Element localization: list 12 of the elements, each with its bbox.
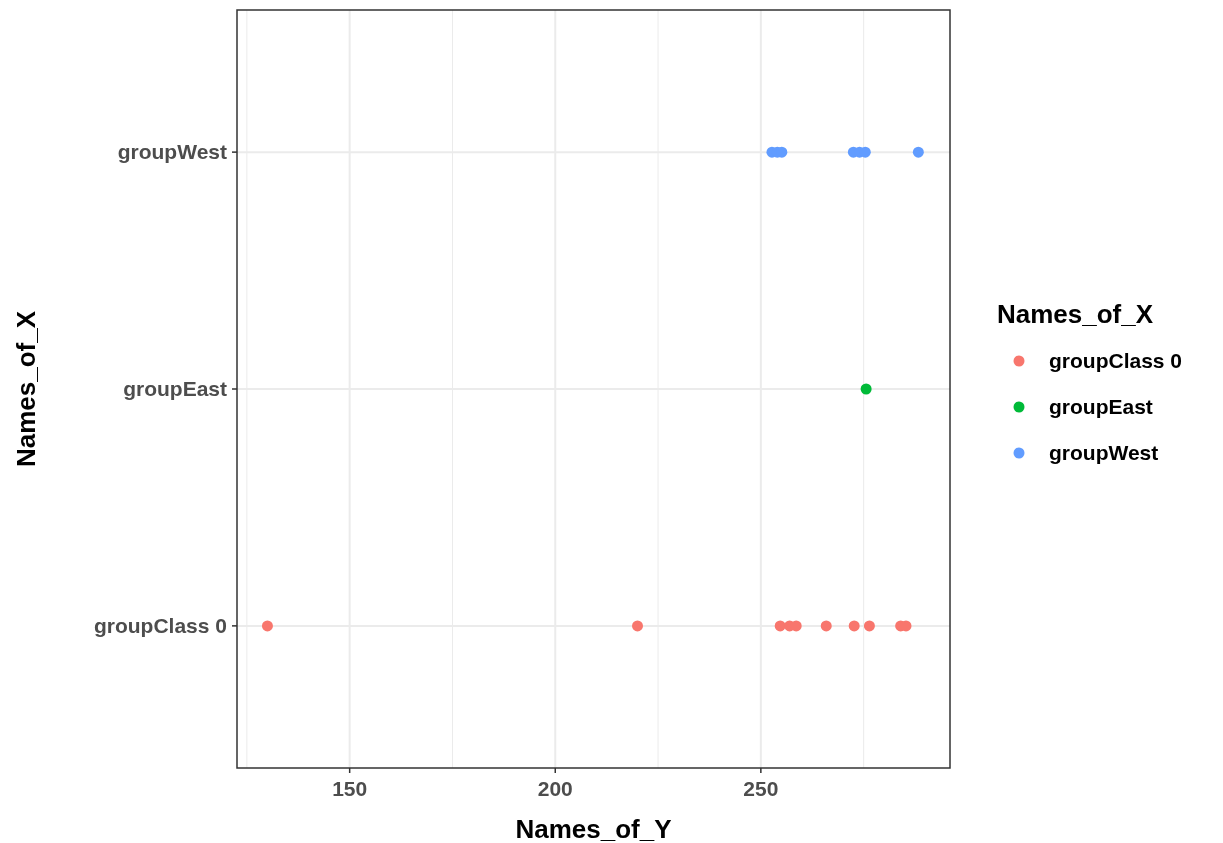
legend-label: groupClass 0 xyxy=(1049,349,1183,372)
x-tick-label: 150 xyxy=(332,777,368,800)
x-tick-label: 200 xyxy=(537,777,573,800)
legend-title: Names_of_X xyxy=(997,299,1154,329)
x-axis-title: Names_of_Y xyxy=(515,814,672,843)
y-tick-label: groupWest xyxy=(117,140,227,164)
y-tick-label: groupClass 0 xyxy=(93,613,227,637)
x-tick-label: 250 xyxy=(743,777,779,800)
legend-label: groupWest xyxy=(1049,441,1159,464)
legend-label: groupEast xyxy=(1049,395,1153,418)
y-axis-title: Names_of_X xyxy=(11,310,41,468)
y-tick-label: groupEast xyxy=(123,377,227,400)
